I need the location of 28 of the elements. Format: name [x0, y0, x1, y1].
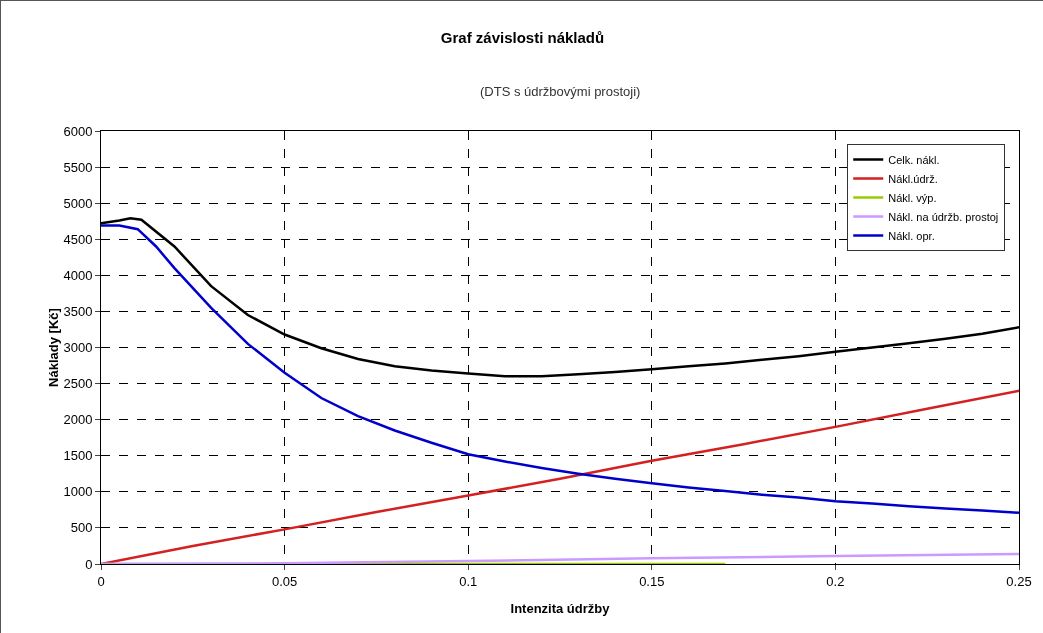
- x-tick-label: 0.1: [459, 573, 478, 589]
- legend-label: Nákl. na údržb. prostoj: [888, 210, 999, 223]
- y-tick-label: 3000: [63, 340, 93, 356]
- legend-label: Nákl. výp.: [888, 191, 937, 204]
- x-tick-label: 0: [97, 573, 105, 589]
- chart-subtitle: (DTS s údržbovými prostoji): [480, 84, 641, 99]
- x-tick-label: 0.05: [271, 573, 298, 589]
- legend-label: Celk. nákl.: [888, 153, 940, 166]
- y-tick-label: 4000: [63, 267, 93, 283]
- y-tick-label: 3500: [63, 303, 93, 319]
- y-tick-label: 2500: [63, 376, 93, 392]
- chart-title: Graf závislosti nákladů: [440, 29, 605, 47]
- legend-label: Nákl.údrž.: [888, 172, 938, 185]
- y-tick-label: 6000: [63, 123, 93, 139]
- y-tick-label: 0: [85, 556, 93, 572]
- x-tick-label: 0.2: [826, 573, 845, 589]
- y-tick-label: 5500: [63, 159, 93, 175]
- y-tick-label: 500: [70, 520, 93, 536]
- x-tick-label: 0.25: [1006, 573, 1032, 589]
- y-tick-label: 4500: [63, 231, 93, 247]
- y-tick-label: 2000: [63, 412, 93, 428]
- x-axis-title: Intenzita údržby: [510, 601, 611, 616]
- y-axis-title: Náklady [Kč]: [46, 308, 62, 387]
- legend-label: Nákl. opr.: [888, 229, 935, 242]
- x-tick-label: 0.15: [639, 573, 665, 589]
- y-tick-label: 1000: [63, 484, 93, 500]
- y-tick-label: 1500: [63, 448, 93, 464]
- y-tick-label: 5000: [63, 195, 93, 211]
